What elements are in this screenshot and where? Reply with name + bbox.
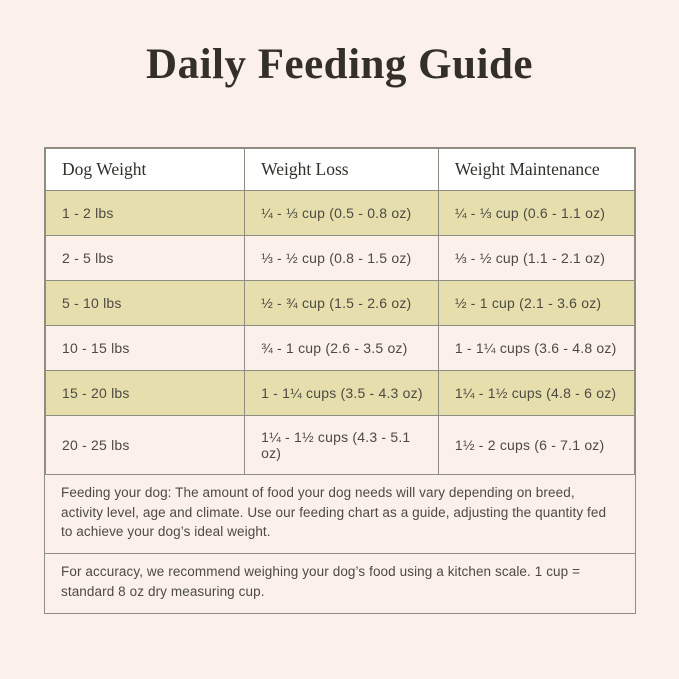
- cell-weight-maintenance: 1½ - 2 cups (6 - 7.1 oz): [437, 415, 636, 475]
- column-header-weight-loss: Weight Loss: [244, 148, 439, 191]
- page-title: Daily Feeding Guide: [146, 41, 533, 88]
- cell-dog-weight: 20 - 25 lbs: [44, 415, 246, 475]
- table-row: 20 - 25 lbs 1¼ - 1½ cups (4.3 - 5.1 oz) …: [44, 415, 636, 475]
- table-row: 10 - 15 lbs ¾ - 1 cup (2.6 - 3.5 oz) 1 -…: [44, 325, 636, 371]
- table-row: 5 - 10 lbs ½ - ¾ cup (1.5 - 2.6 oz) ½ - …: [44, 280, 636, 326]
- cell-weight-maintenance: ¼ - ⅓ cup (0.6 - 1.1 oz): [437, 190, 636, 236]
- cell-dog-weight: 1 - 2 lbs: [44, 190, 246, 236]
- cell-weight-maintenance: 1¼ - 1½ cups (4.8 - 6 oz): [437, 370, 636, 416]
- column-header-weight-maintenance: Weight Maintenance: [437, 148, 636, 191]
- cell-weight-maintenance: 1 - 1¼ cups (3.6 - 4.8 oz): [437, 325, 636, 371]
- cell-dog-weight: 2 - 5 lbs: [44, 235, 246, 281]
- note-feeding-guidance: Feeding your dog: The amount of food you…: [61, 485, 607, 540]
- cell-weight-maintenance: ½ - 1 cup (2.1 - 3.6 oz): [437, 280, 636, 326]
- cell-weight-loss: ¼ - ⅓ cup (0.5 - 0.8 oz): [244, 190, 439, 236]
- cell-weight-loss: ⅓ - ½ cup (0.8 - 1.5 oz): [244, 235, 439, 281]
- cell-weight-loss: ½ - ¾ cup (1.5 - 2.6 oz): [244, 280, 439, 326]
- cell-dog-weight: 15 - 20 lbs: [44, 370, 246, 416]
- table-row: 2 - 5 lbs ⅓ - ½ cup (0.8 - 1.5 oz) ⅓ - ½…: [44, 235, 636, 281]
- cell-weight-loss: 1¼ - 1½ cups (4.3 - 5.1 oz): [244, 415, 439, 475]
- table-row: 1 - 2 lbs ¼ - ⅓ cup (0.5 - 0.8 oz) ¼ - ⅓…: [44, 190, 636, 236]
- cell-weight-maintenance: ⅓ - ½ cup (1.1 - 2.1 oz): [437, 235, 636, 281]
- cell-dog-weight: 5 - 10 lbs: [44, 280, 246, 326]
- table-row: 15 - 20 lbs 1 - 1¼ cups (3.5 - 4.3 oz) 1…: [44, 370, 636, 416]
- column-header-dog-weight: Dog Weight: [44, 148, 246, 191]
- cell-dog-weight: 10 - 15 lbs: [44, 325, 246, 371]
- note-accuracy: For accuracy, we recommend weighing your…: [45, 553, 635, 612]
- cell-weight-loss: ¾ - 1 cup (2.6 - 3.5 oz): [244, 325, 439, 371]
- feeding-guide-box: Dog Weight Weight Loss Weight Maintenanc…: [44, 147, 636, 614]
- header-row: Dog Weight Weight Loss Weight Maintenanc…: [44, 148, 636, 191]
- feeding-table: Dog Weight Weight Loss Weight Maintenanc…: [44, 148, 636, 475]
- cell-weight-loss: 1 - 1¼ cups (3.5 - 4.3 oz): [244, 370, 439, 416]
